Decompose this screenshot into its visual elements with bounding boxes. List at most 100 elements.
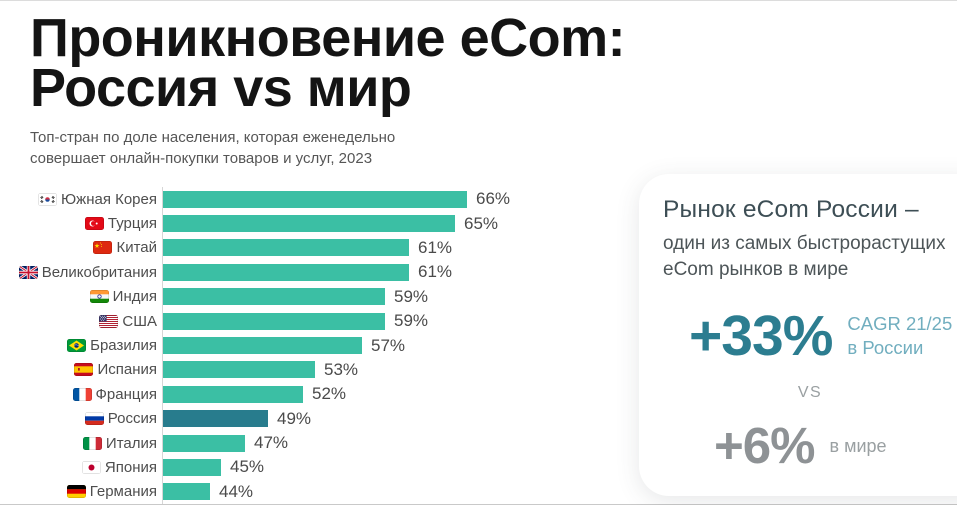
card-subtitle: один из самых быстрорастущих eCom рынков… bbox=[663, 231, 957, 283]
page-title: Проникновение eCom: Россия vs мир bbox=[30, 8, 626, 118]
bar-value: 44% bbox=[219, 481, 254, 501]
bar bbox=[163, 458, 221, 476]
bar-area: 61% bbox=[162, 260, 452, 285]
card-subtitle-line1: один из самых быстрорастущих bbox=[663, 233, 946, 254]
country-name: Китай bbox=[116, 239, 157, 257]
russia-growth-label: CAGR 21/25 в России bbox=[847, 312, 952, 360]
country-label: Италия bbox=[28, 435, 162, 452]
flag-cn-icon bbox=[93, 241, 113, 255]
flag-ru-icon bbox=[84, 412, 104, 426]
country-label: Индия bbox=[28, 288, 162, 305]
country-label: США bbox=[28, 313, 162, 330]
country-label: Бразилия bbox=[28, 337, 162, 354]
bar bbox=[163, 434, 245, 452]
chart-row: Бразилия 57% bbox=[28, 333, 510, 358]
chart-row: Япония 45% bbox=[28, 455, 510, 480]
bar-value: 61% bbox=[418, 237, 453, 257]
bar-highlighted bbox=[163, 410, 268, 428]
bar-value: 65% bbox=[464, 213, 499, 233]
country-label: Великобритания bbox=[18, 263, 162, 281]
flag-es-icon bbox=[74, 363, 94, 377]
country-name: Италия bbox=[105, 434, 157, 452]
flag-it-icon bbox=[82, 436, 102, 450]
flag-gb-icon bbox=[18, 265, 38, 279]
country-name: Индия bbox=[112, 288, 157, 306]
bar-value: 59% bbox=[394, 286, 429, 306]
bar-value: 53% bbox=[324, 359, 359, 379]
chart-row: Китай 61% bbox=[28, 235, 510, 261]
bar-area: 61% bbox=[162, 235, 453, 261]
country-name: Франция bbox=[95, 385, 157, 403]
bar-value: 47% bbox=[254, 433, 289, 453]
country-label: Южная Корея bbox=[28, 191, 162, 208]
bar-area: 53% bbox=[162, 357, 359, 383]
bar-value: 57% bbox=[371, 335, 406, 355]
chart-row: Германия 44% bbox=[28, 479, 510, 505]
bar-area: 45% bbox=[162, 455, 265, 480]
chart-row: США 59% bbox=[28, 308, 510, 334]
bar-chart: Южная Корея 66% Турция 65% Китай 61% Великобри… bbox=[18, 187, 511, 505]
country-name: США bbox=[122, 312, 157, 330]
bar bbox=[163, 263, 409, 281]
slide-header: Проникновение eCom: Россия vs мир Топ-ст… bbox=[30, 8, 626, 169]
world-growth-value: +6% bbox=[714, 417, 815, 474]
bar bbox=[163, 385, 303, 403]
country-label: Турция bbox=[28, 215, 162, 232]
russia-growth-label-line2: в России bbox=[847, 337, 924, 358]
bar-value: 59% bbox=[394, 311, 429, 331]
bar-value: 66% bbox=[476, 189, 511, 209]
country-label: Франция bbox=[28, 386, 162, 403]
bar-area: 59% bbox=[162, 284, 429, 309]
russia-growth-label-line1: CAGR 21/25 bbox=[847, 313, 953, 334]
bar bbox=[163, 361, 315, 379]
bar-value: 52% bbox=[312, 384, 347, 404]
russia-growth-value: +33% bbox=[689, 304, 833, 368]
page-title-line1: Проникновение eCom: bbox=[30, 8, 626, 68]
bar-area: 57% bbox=[162, 333, 406, 358]
bar-area: 44% bbox=[162, 479, 254, 505]
bar-value: 49% bbox=[277, 408, 312, 428]
bar-area: 52% bbox=[162, 382, 347, 407]
vs-label: VS bbox=[797, 384, 823, 401]
chart-subtitle-line1: Топ-стран по доле населения, которая еже… bbox=[30, 129, 396, 146]
bar-area: 59% bbox=[162, 308, 429, 334]
flag-fr-icon bbox=[72, 387, 92, 401]
flag-de-icon bbox=[66, 485, 86, 499]
country-label: Китай bbox=[28, 239, 162, 256]
flag-jp-icon bbox=[81, 460, 101, 474]
bar bbox=[163, 483, 210, 501]
chart-row: Турция 65% bbox=[28, 211, 510, 236]
bar bbox=[163, 239, 409, 257]
bar bbox=[163, 312, 385, 330]
ecom-growth-card-content: Рынок eCom России – один из самых быстро… bbox=[663, 196, 957, 475]
chart-row: Великобритания 61% bbox=[18, 260, 510, 285]
chart-row: Испания 53% bbox=[28, 357, 510, 383]
bar bbox=[163, 288, 385, 306]
chart-row: Южная Корея 66% bbox=[28, 187, 511, 212]
country-name: Испания bbox=[97, 361, 157, 379]
flag-in-icon bbox=[89, 290, 109, 304]
country-label: Россия bbox=[28, 410, 162, 427]
card-subtitle-line2: eCom рынков в мире bbox=[663, 259, 849, 280]
chart-row: Индия 59% bbox=[28, 284, 510, 309]
bar-value: 45% bbox=[230, 457, 265, 477]
country-name: Япония bbox=[104, 458, 157, 476]
country-name: Турция bbox=[107, 215, 157, 233]
flag-us-icon bbox=[99, 314, 119, 328]
flag-tr-icon bbox=[84, 217, 104, 231]
bar-area: 47% bbox=[162, 430, 289, 456]
country-name: Южная Корея bbox=[61, 190, 157, 208]
chart-row: Франция 52% bbox=[28, 382, 510, 407]
bar-area: 49% bbox=[162, 406, 312, 431]
country-name: Россия bbox=[107, 410, 157, 428]
card-title: Рынок eCom России – bbox=[663, 196, 919, 223]
world-growth-stat: +6% в мире bbox=[714, 416, 957, 475]
page-title-line2: Россия vs мир bbox=[30, 58, 412, 118]
chart-subtitle-line2: совершает онлайн-покупки товаров и услуг… bbox=[30, 149, 373, 167]
russia-growth-stat: +33% CAGR 21/25 в России bbox=[689, 303, 957, 369]
country-name: Великобритания bbox=[41, 263, 157, 281]
chart-row: Италия 47% bbox=[28, 430, 510, 456]
ecom-growth-card: Рынок eCom России – один из самых быстро… bbox=[639, 174, 957, 496]
bar bbox=[163, 215, 455, 233]
country-label: Германия bbox=[28, 483, 162, 500]
